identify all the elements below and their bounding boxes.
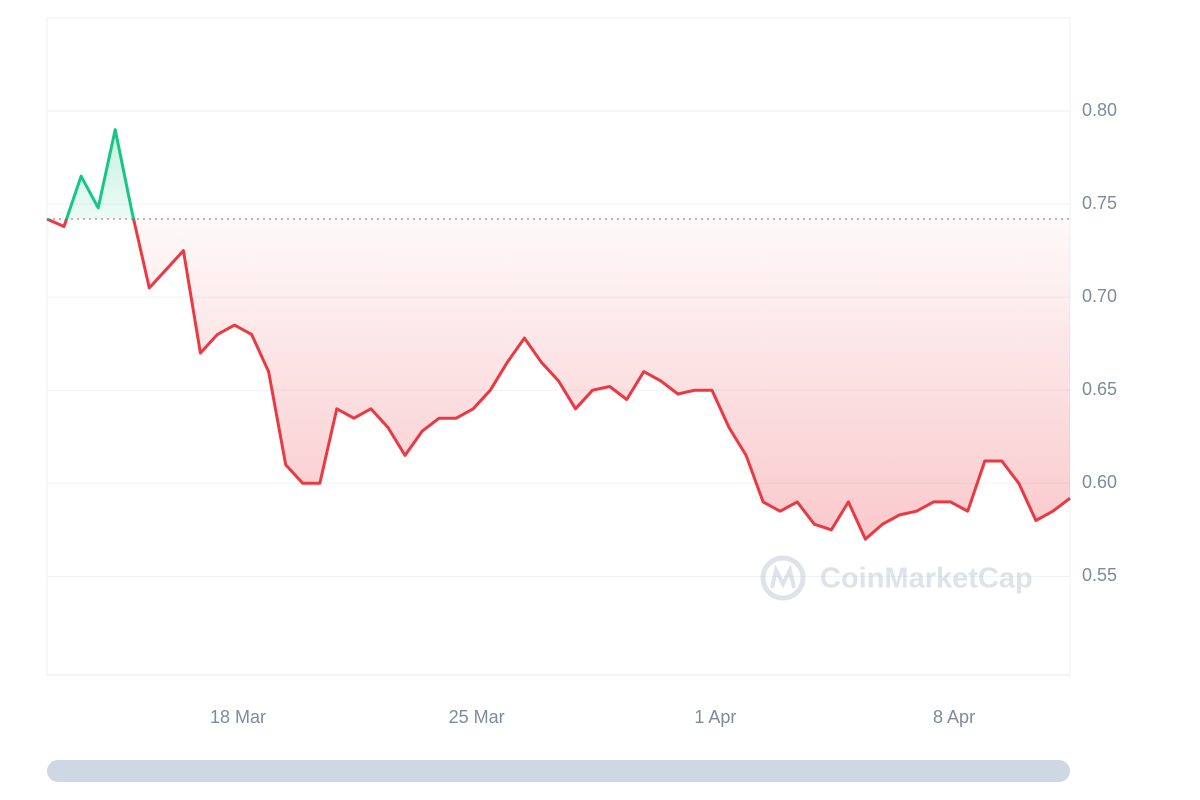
y-tick-label: 0.65 (1082, 379, 1117, 399)
y-tick-label: 0.80 (1082, 100, 1117, 120)
baseline-area (47, 129, 1070, 540)
y-tick-label: 0.70 (1082, 286, 1117, 306)
scrollbar[interactable] (47, 760, 1070, 782)
y-tick-label: 0.55 (1082, 565, 1117, 585)
watermark-logo (760, 555, 806, 601)
x-tick-label: 1 Apr (694, 707, 736, 727)
watermark-logo-m (770, 564, 796, 589)
x-tick-label: 25 Mar (449, 707, 505, 727)
y-tick-label: 0.75 (1082, 193, 1117, 213)
price-line (46, 128, 1071, 541)
y-tick-label: 0.60 (1082, 472, 1117, 492)
watermark-text: CoinMarketCap (820, 563, 1033, 595)
x-tick-label: 18 Mar (210, 707, 266, 727)
watermark: CoinMarketCap (760, 555, 1033, 601)
x-tick-label: 8 Apr (933, 707, 975, 727)
